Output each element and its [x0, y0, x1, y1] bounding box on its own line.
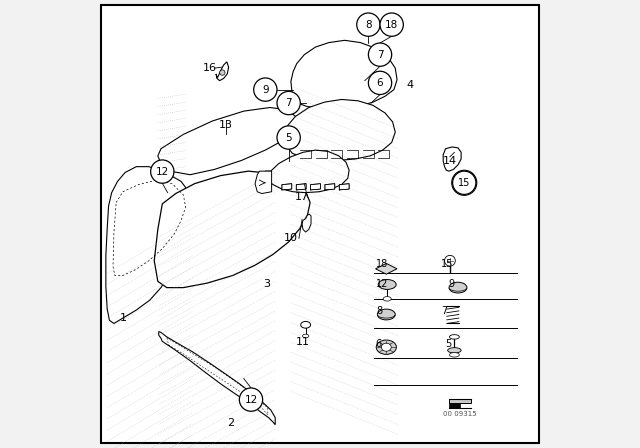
Polygon shape — [296, 184, 306, 190]
Text: 12: 12 — [156, 167, 169, 177]
Text: 11: 11 — [296, 337, 310, 347]
Ellipse shape — [449, 353, 460, 357]
Ellipse shape — [448, 348, 461, 353]
Text: 13: 13 — [219, 121, 233, 130]
Circle shape — [253, 78, 277, 101]
Text: 5: 5 — [285, 133, 292, 142]
Text: 5: 5 — [445, 339, 451, 349]
Ellipse shape — [383, 297, 391, 301]
Polygon shape — [376, 263, 397, 274]
Text: 12: 12 — [244, 395, 258, 405]
Text: 2: 2 — [227, 418, 234, 428]
Polygon shape — [449, 399, 470, 403]
Polygon shape — [154, 171, 310, 288]
Polygon shape — [302, 214, 311, 232]
Circle shape — [445, 255, 455, 266]
Text: 1: 1 — [120, 313, 127, 323]
Text: 9: 9 — [262, 85, 269, 95]
Ellipse shape — [301, 322, 310, 328]
Text: 15: 15 — [441, 259, 453, 269]
Circle shape — [356, 13, 380, 36]
Circle shape — [369, 71, 392, 95]
Polygon shape — [291, 40, 397, 108]
Ellipse shape — [378, 280, 396, 289]
Ellipse shape — [449, 282, 467, 293]
Text: 7: 7 — [441, 306, 447, 316]
Ellipse shape — [381, 343, 391, 351]
Ellipse shape — [378, 309, 396, 320]
Text: 7: 7 — [377, 50, 383, 60]
Text: 15: 15 — [458, 178, 470, 188]
Text: 7: 7 — [285, 98, 292, 108]
Text: 8: 8 — [376, 306, 383, 316]
Circle shape — [452, 171, 476, 194]
Polygon shape — [159, 332, 275, 425]
Polygon shape — [449, 403, 460, 408]
Text: 9: 9 — [448, 279, 454, 289]
Text: 6: 6 — [376, 339, 381, 349]
Text: 3: 3 — [263, 280, 269, 289]
Circle shape — [369, 43, 392, 66]
Ellipse shape — [449, 335, 460, 339]
Circle shape — [220, 70, 225, 75]
Polygon shape — [282, 184, 292, 190]
Circle shape — [452, 170, 477, 195]
Text: 00 09315: 00 09315 — [443, 411, 477, 417]
Circle shape — [150, 160, 174, 183]
Polygon shape — [158, 108, 296, 175]
Text: 16: 16 — [202, 63, 216, 73]
Text: 10: 10 — [284, 233, 298, 243]
Circle shape — [277, 126, 300, 149]
Text: 4: 4 — [406, 80, 413, 90]
Text: 6: 6 — [377, 78, 383, 88]
Circle shape — [277, 91, 300, 115]
Text: 17: 17 — [295, 192, 309, 202]
Polygon shape — [339, 184, 349, 190]
Polygon shape — [216, 62, 228, 81]
Text: 18: 18 — [376, 259, 388, 269]
Polygon shape — [443, 147, 461, 171]
Polygon shape — [285, 99, 396, 160]
Polygon shape — [106, 167, 192, 323]
Text: 14: 14 — [443, 156, 457, 166]
Polygon shape — [264, 150, 349, 193]
Circle shape — [239, 388, 262, 411]
Ellipse shape — [303, 334, 309, 338]
Text: 12: 12 — [376, 279, 388, 289]
Polygon shape — [255, 171, 271, 194]
Circle shape — [380, 13, 403, 36]
Polygon shape — [325, 184, 335, 190]
Ellipse shape — [376, 340, 396, 354]
Text: 8: 8 — [365, 20, 372, 30]
Polygon shape — [310, 184, 321, 190]
Text: 18: 18 — [385, 20, 398, 30]
